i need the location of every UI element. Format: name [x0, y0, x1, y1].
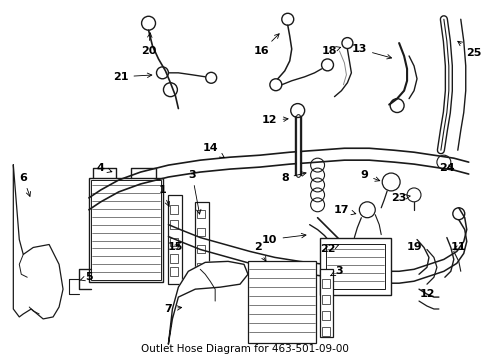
Bar: [171, 238, 178, 247]
Text: 11: 11: [451, 243, 466, 252]
Bar: [248, 261, 316, 343]
Bar: [89, 178, 164, 282]
Bar: [319, 269, 334, 337]
Bar: [197, 210, 205, 218]
Text: 1: 1: [159, 185, 170, 206]
Bar: [321, 311, 329, 320]
Text: 15: 15: [168, 243, 183, 252]
Text: 12: 12: [419, 289, 435, 299]
Bar: [171, 220, 178, 229]
Text: 10: 10: [262, 233, 306, 244]
Bar: [169, 195, 182, 284]
Text: 24: 24: [439, 163, 455, 173]
Text: 14: 14: [202, 143, 224, 158]
Polygon shape: [169, 261, 248, 344]
Text: 8: 8: [281, 172, 306, 183]
Bar: [321, 295, 329, 304]
Text: Outlet Hose Diagram for 463-501-09-00: Outlet Hose Diagram for 463-501-09-00: [141, 344, 349, 354]
Text: 16: 16: [254, 34, 279, 56]
Bar: [197, 264, 205, 271]
Text: 25: 25: [458, 41, 481, 58]
Text: 5: 5: [80, 272, 93, 282]
Text: 12: 12: [262, 116, 288, 126]
Bar: [171, 255, 178, 264]
Bar: [171, 267, 178, 276]
Bar: [197, 228, 205, 235]
Text: 4: 4: [97, 163, 112, 173]
Text: 6: 6: [19, 173, 30, 196]
Text: 9: 9: [360, 170, 380, 181]
Bar: [196, 202, 209, 281]
Bar: [91, 180, 162, 280]
Text: 20: 20: [141, 33, 156, 56]
Bar: [325, 243, 385, 289]
Text: 7: 7: [165, 304, 182, 314]
Text: 13: 13: [352, 44, 392, 59]
Text: 3: 3: [189, 170, 201, 214]
Text: 23: 23: [392, 193, 410, 203]
Bar: [321, 279, 329, 288]
Text: 21: 21: [113, 72, 152, 82]
Bar: [321, 327, 329, 336]
Text: 2: 2: [254, 243, 266, 261]
Bar: [171, 205, 178, 214]
Text: 18: 18: [322, 46, 341, 56]
Text: 3: 3: [330, 266, 343, 276]
Bar: [197, 246, 205, 253]
Polygon shape: [13, 165, 63, 319]
Bar: [319, 238, 391, 295]
Text: 17: 17: [334, 205, 356, 215]
Text: 22: 22: [320, 244, 339, 255]
Text: 19: 19: [406, 243, 422, 252]
